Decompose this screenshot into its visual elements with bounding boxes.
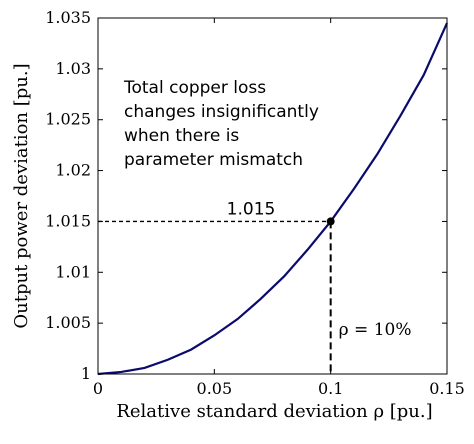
note-line: Total copper loss bbox=[123, 78, 266, 98]
x-tick-label: 0.15 bbox=[429, 379, 465, 398]
marker-value-label: 1.015 bbox=[227, 199, 276, 219]
x-tick-label: 0 bbox=[93, 379, 103, 398]
note-line: changes insignificantly bbox=[124, 102, 319, 122]
rho-label: ρ = 10% bbox=[339, 320, 412, 340]
series-line bbox=[97, 22, 449, 376]
y-tick-label: 1.005 bbox=[45, 313, 91, 332]
y-tick-label: 1 bbox=[81, 364, 91, 383]
x-tick-label: 0.1 bbox=[318, 379, 343, 398]
y-tick-label: 1.035 bbox=[45, 8, 91, 27]
axes bbox=[97, 17, 448, 375]
chart-labels: 0 0.05 0.1 0.15 1 1.005 1.01 1.015 1.02 1.025 1.03… bbox=[11, 8, 465, 422]
note-line: when there is bbox=[124, 126, 239, 146]
y-tick-label: 1.025 bbox=[45, 110, 91, 129]
note-line: parameter mismatch bbox=[124, 150, 303, 170]
y-axis-title: Output power deviation [pu.] bbox=[11, 63, 32, 328]
plot-frame bbox=[97, 17, 448, 375]
y-tick-label: 1.01 bbox=[55, 262, 91, 281]
y-tick-label: 1.015 bbox=[45, 211, 91, 230]
y-tick-label: 1.03 bbox=[55, 59, 91, 78]
y-tick-label: 1.02 bbox=[55, 161, 91, 180]
plot-area bbox=[97, 22, 449, 376]
x-axis-title: Relative standard deviation ρ [pu.] bbox=[116, 401, 432, 422]
x-tick-label: 0.05 bbox=[197, 379, 233, 398]
data-marker bbox=[326, 217, 335, 226]
